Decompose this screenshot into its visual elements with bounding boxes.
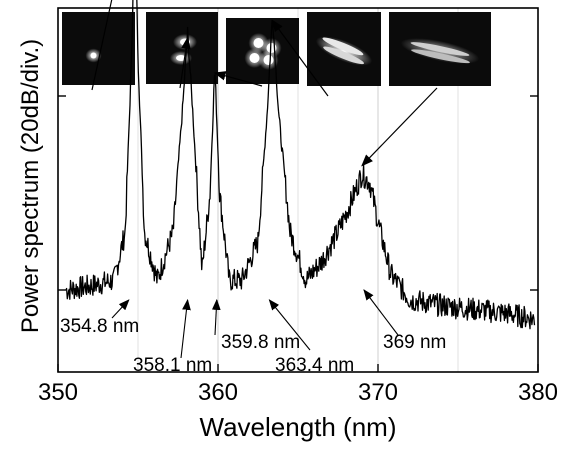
mode-stripe-lower [411, 49, 470, 64]
inset-mode-369 [389, 12, 491, 86]
wavelength-label-2: 359.8 nm [221, 332, 300, 353]
wavelength-arrow-4 [363, 289, 399, 336]
wavelength-arrow-1 [180, 298, 191, 359]
spectrum-line [65, 0, 536, 330]
series-layer [65, 0, 536, 330]
inset-arrow-4 [361, 87, 438, 167]
inset-arrow-0 [91, 0, 113, 91]
wavelength-label-1: 358.1 nm [133, 355, 212, 376]
wavelength-label-3: 363.4 nm [275, 355, 354, 376]
wavelength-label-0: 354.8 nm [60, 316, 139, 337]
y-axis-label: Power spectrum (20dB/div.) [17, 39, 44, 333]
plot-frame [57, 7, 539, 373]
x-tick-label-1: 360 [198, 379, 238, 406]
mode-lobe-core-3 [263, 55, 274, 65]
inset-arrow-1 [179, 36, 191, 89]
inset-bg [62, 12, 135, 85]
inset-mode-359.8 [226, 18, 299, 84]
mode-stripe-upper [410, 42, 470, 56]
mode-lobe-core-0 [253, 38, 264, 48]
mode-spot-core [90, 52, 97, 59]
x-tick-label-0: 350 [38, 379, 78, 406]
annotation-arrows [91, 0, 438, 167]
x-tick-label-3: 380 [518, 379, 558, 406]
inset-mode-363.4 [307, 12, 381, 86]
x-tick-label-2: 370 [358, 379, 398, 406]
mode-stripe-upper [322, 37, 364, 56]
inset-arrow-2 [213, 71, 263, 87]
mode-insets [62, 12, 491, 86]
mode-lobe-lower-core [176, 55, 186, 61]
x-axis-label: Wavelength (nm) [200, 412, 397, 442]
wavelength-arrow-0 [111, 299, 130, 319]
wavelength-label-4: 369 nm [383, 332, 446, 353]
tick-layer: 350 360 370 380 [38, 95, 558, 406]
wavelength-arrow-3 [268, 299, 311, 351]
inset-arrow-3 [271, 19, 329, 97]
inset-mode-354.8 [62, 12, 135, 85]
mode-stripe-lower [323, 46, 365, 65]
mode-lobe-core-2 [249, 53, 260, 63]
wavelength-arrow-2 [211, 298, 221, 336]
